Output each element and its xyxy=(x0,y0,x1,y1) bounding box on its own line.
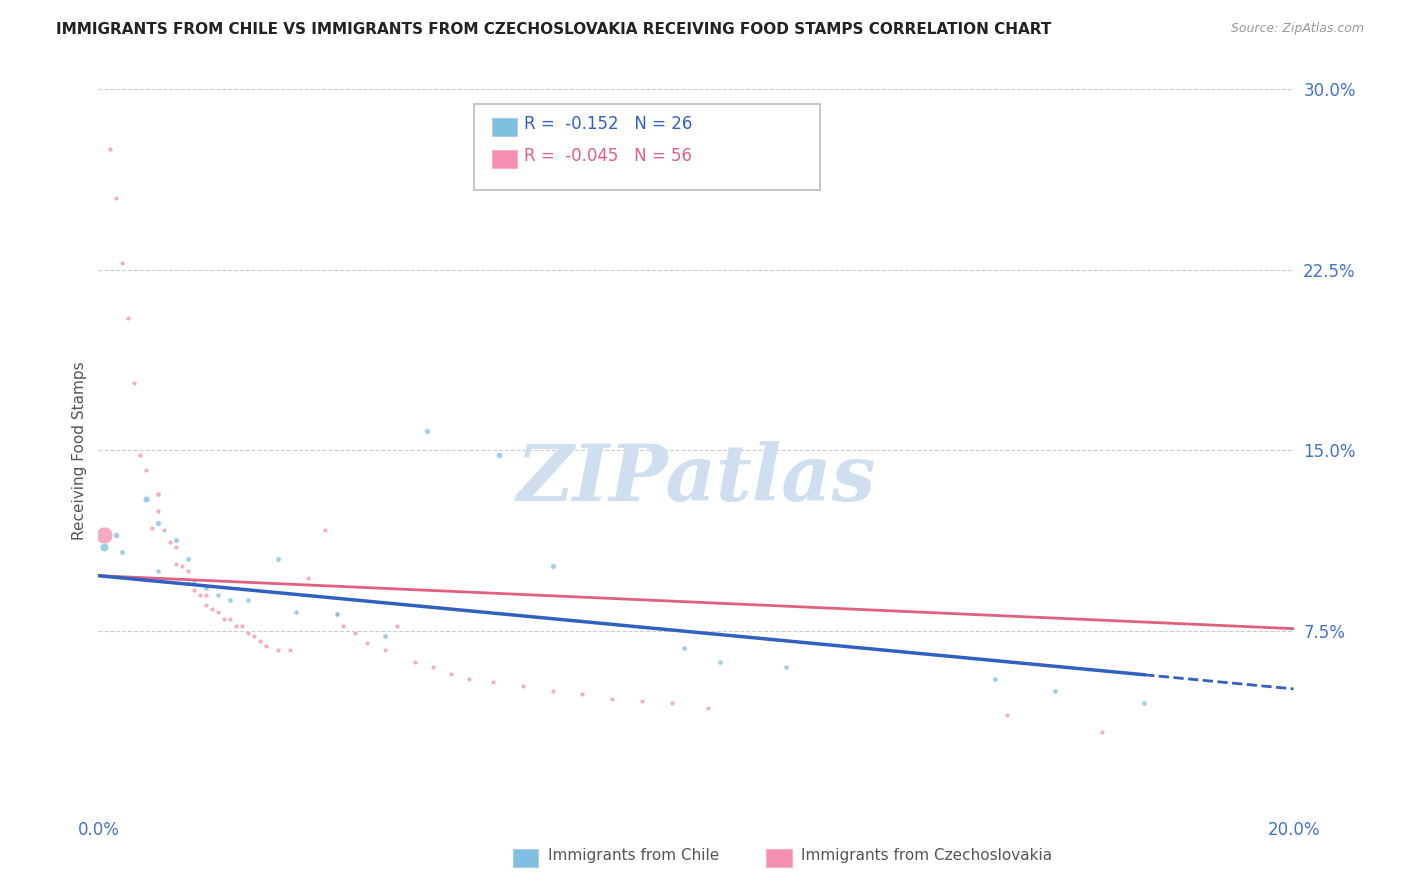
Point xyxy=(709,656,731,670)
Point xyxy=(267,551,290,566)
Point xyxy=(165,557,187,571)
Point xyxy=(344,626,367,640)
Point xyxy=(148,487,170,501)
Point xyxy=(231,619,253,633)
Point xyxy=(488,448,510,462)
Point xyxy=(243,629,266,643)
Point xyxy=(111,544,134,558)
Point xyxy=(984,673,1007,687)
Point xyxy=(697,701,720,715)
Point xyxy=(165,533,187,547)
Point xyxy=(98,142,122,156)
Point xyxy=(111,255,134,269)
Point xyxy=(165,540,187,554)
Point xyxy=(267,643,290,657)
Point xyxy=(249,633,271,648)
Point xyxy=(135,463,157,477)
Point xyxy=(512,680,534,694)
Point xyxy=(631,694,654,708)
Point xyxy=(207,605,229,619)
Point xyxy=(141,520,163,534)
Point xyxy=(673,640,696,655)
Point xyxy=(404,656,426,670)
Point xyxy=(374,643,396,657)
Point xyxy=(775,660,797,674)
Point xyxy=(177,576,200,591)
Point xyxy=(458,673,481,687)
Point xyxy=(332,619,354,633)
Point xyxy=(284,605,307,619)
Point xyxy=(135,491,157,506)
Point xyxy=(183,583,205,598)
Point xyxy=(219,592,242,607)
Point xyxy=(124,376,146,390)
Point xyxy=(236,626,259,640)
Point xyxy=(93,527,115,541)
Point xyxy=(1091,725,1114,739)
Text: R =  -0.152   N = 26: R = -0.152 N = 26 xyxy=(524,115,693,133)
Point xyxy=(148,564,170,578)
Point xyxy=(219,612,242,626)
Point xyxy=(326,607,349,622)
Point xyxy=(995,708,1018,723)
Point xyxy=(212,612,235,626)
Point xyxy=(315,523,337,537)
Point xyxy=(159,535,181,549)
Point xyxy=(225,619,247,633)
Point xyxy=(541,559,564,574)
Point xyxy=(356,636,378,650)
Text: Source: ZipAtlas.com: Source: ZipAtlas.com xyxy=(1230,22,1364,36)
Point xyxy=(207,588,229,602)
Point xyxy=(148,516,170,530)
Point xyxy=(297,571,319,585)
Point xyxy=(117,310,139,325)
Point xyxy=(440,667,463,681)
Point xyxy=(278,643,301,657)
Text: ZIPatlas: ZIPatlas xyxy=(516,442,876,517)
Point xyxy=(105,190,128,204)
Point xyxy=(416,424,439,438)
Point xyxy=(541,684,564,698)
Point xyxy=(183,574,205,588)
Text: Immigrants from Chile: Immigrants from Chile xyxy=(548,848,720,863)
Point xyxy=(105,527,128,541)
Point xyxy=(385,619,409,633)
Text: Immigrants from Czechoslovakia: Immigrants from Czechoslovakia xyxy=(801,848,1053,863)
Point xyxy=(422,660,444,674)
Text: R =  -0.045   N = 56: R = -0.045 N = 56 xyxy=(524,147,692,165)
Point xyxy=(148,503,170,517)
Point xyxy=(188,588,211,602)
Point xyxy=(195,588,218,602)
Point xyxy=(195,581,218,595)
Point xyxy=(1133,696,1156,710)
Point xyxy=(374,629,396,643)
Point xyxy=(129,448,152,462)
Point xyxy=(602,691,624,706)
Point xyxy=(326,607,349,622)
Text: IMMIGRANTS FROM CHILE VS IMMIGRANTS FROM CZECHOSLOVAKIA RECEIVING FOOD STAMPS CO: IMMIGRANTS FROM CHILE VS IMMIGRANTS FROM… xyxy=(56,22,1052,37)
Point xyxy=(172,559,194,574)
Point xyxy=(177,564,200,578)
Point xyxy=(201,602,224,616)
Point xyxy=(1043,684,1066,698)
Point xyxy=(177,551,200,566)
Point xyxy=(571,687,593,701)
Point xyxy=(254,639,277,653)
Point xyxy=(661,696,683,710)
Point xyxy=(93,540,115,554)
Point xyxy=(195,598,218,612)
Point xyxy=(153,523,176,537)
Y-axis label: Receiving Food Stamps: Receiving Food Stamps xyxy=(72,361,87,540)
Point xyxy=(236,592,259,607)
Point xyxy=(482,674,505,689)
